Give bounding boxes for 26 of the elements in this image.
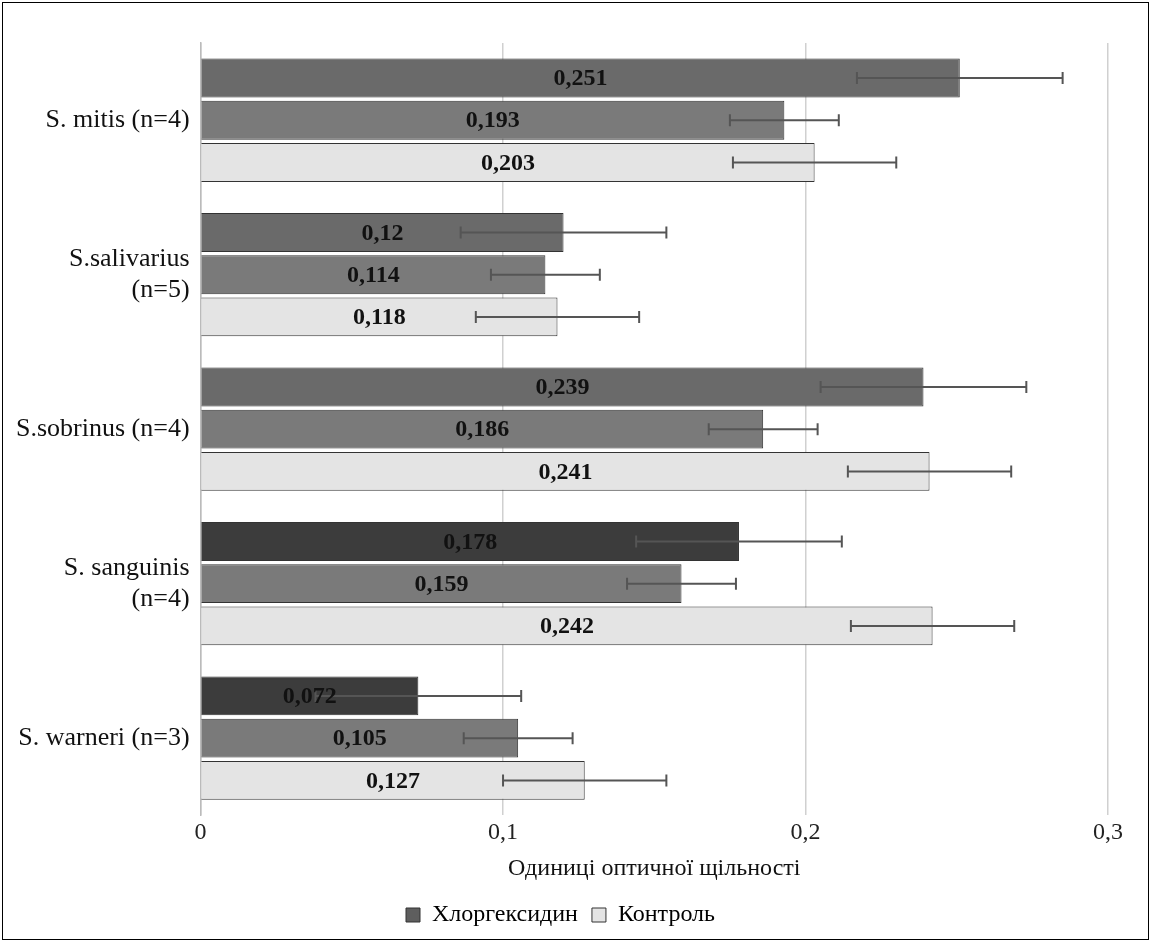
data-label: 0,186 (455, 415, 510, 442)
y-tick-label: S.salivarius (n=5) (68, 242, 190, 304)
data-label: 0,239 (535, 373, 590, 400)
legend-label: Хлоргексидин (432, 900, 579, 927)
data-label: 0,114 (347, 260, 400, 287)
y-tick-label: S.sobrinus (n=4) (16, 413, 190, 443)
y-tick-label: S. warneri (n=3) (18, 721, 190, 751)
data-label: 0,203 (480, 148, 535, 175)
data-label: 0,127 (366, 766, 421, 793)
data-label: 0,072 (282, 682, 337, 709)
data-label: 0,241 (538, 457, 593, 484)
x-tick-label: 0,1 (488, 818, 519, 845)
data-label: 0,242 (539, 612, 594, 639)
data-label: 0,193 (465, 106, 520, 133)
x-tick-label: 0,3 (1093, 818, 1123, 845)
data-label: 0,118 (353, 303, 406, 330)
y-tick-label: S. mitis (n=4) (45, 104, 190, 134)
data-label: 0,105 (332, 724, 387, 751)
x-tick-label: 0 (194, 818, 207, 845)
data-label: 0,159 (414, 569, 469, 596)
data-label: 0,12 (361, 218, 404, 245)
y-tick-label: S. sanguinis (n=4) (63, 551, 190, 613)
x-tick-label: 0,2 (790, 818, 821, 845)
x-axis-title: Одиниці оптичної щільності (508, 853, 801, 880)
data-label: 0,251 (553, 64, 608, 91)
legend-label: Контроль (617, 900, 716, 927)
